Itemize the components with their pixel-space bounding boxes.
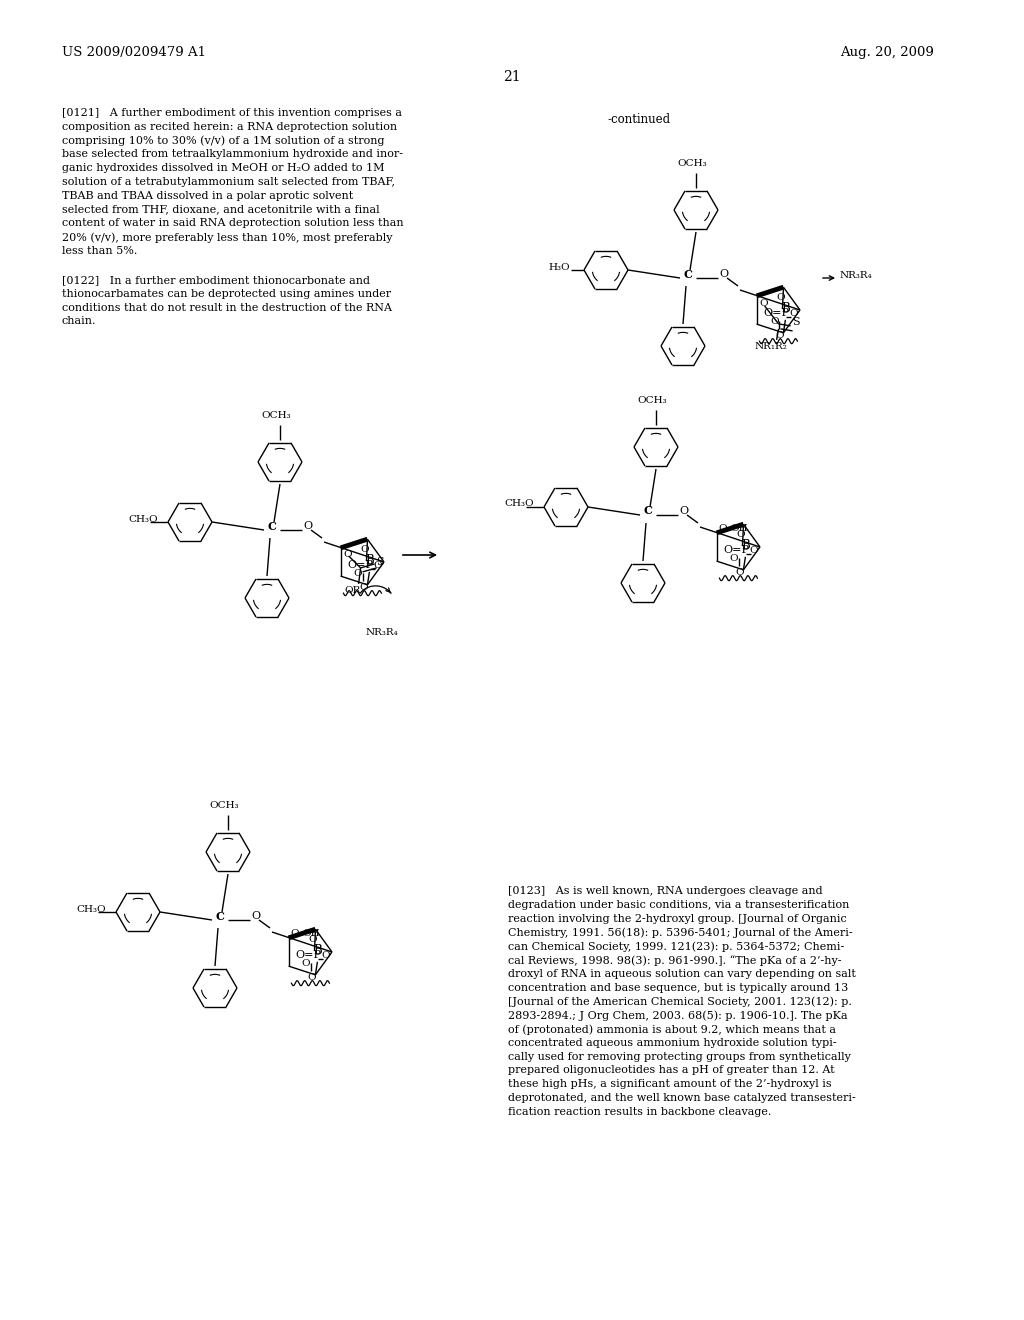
Text: O=P: O=P	[295, 950, 322, 960]
Text: selected from THF, dioxane, and acetonitrile with a final: selected from THF, dioxane, and acetonit…	[62, 205, 380, 215]
Text: O: O	[291, 929, 299, 939]
Text: OH: OH	[302, 929, 321, 939]
Text: less than 5%.: less than 5%.	[62, 246, 137, 256]
Text: CH₃O: CH₃O	[76, 904, 105, 913]
Text: O=P: O=P	[764, 308, 790, 318]
Text: O: O	[301, 958, 309, 968]
Text: O: O	[679, 506, 688, 516]
Text: B: B	[741, 539, 750, 552]
Text: comprising 10% to 30% (v/v) of a 1M solution of a strong: comprising 10% to 30% (v/v) of a 1M solu…	[62, 136, 384, 147]
Text: O: O	[775, 331, 783, 341]
Text: -continued: -continued	[608, 114, 671, 125]
Text: [0122]   In a further embodiment thionocarbonate and: [0122] In a further embodiment thionocar…	[62, 275, 370, 285]
Text: 2893-2894.; J Org Chem, 2003. 68(5): p. 1906-10.]. The pKa: 2893-2894.; J Org Chem, 2003. 68(5): p. …	[508, 1010, 848, 1020]
Text: O: O	[719, 524, 727, 533]
Text: B: B	[313, 944, 322, 957]
Text: O: O	[760, 298, 768, 308]
Text: degradation under basic conditions, via a transesterification: degradation under basic conditions, via …	[508, 900, 849, 909]
Text: C: C	[216, 911, 224, 921]
Text: O: O	[307, 973, 315, 982]
Text: O=P: O=P	[723, 545, 750, 556]
Text: O: O	[735, 568, 743, 577]
Text: O: O	[729, 554, 737, 562]
Text: concentrated aqueous ammonium hydroxide solution typi-: concentrated aqueous ammonium hydroxide …	[508, 1038, 837, 1048]
Text: cally used for removing protecting groups from synthetically: cally used for removing protecting group…	[508, 1052, 851, 1061]
Text: O: O	[790, 309, 798, 318]
Text: reaction involving the 2-hydroxyl group. [Journal of Organic: reaction involving the 2-hydroxyl group.…	[508, 913, 847, 924]
Text: US 2009/0209479 A1: US 2009/0209479 A1	[62, 46, 206, 59]
Text: NR₃R₄: NR₃R₄	[366, 628, 398, 636]
Text: droxyl of RNA in aqueous solution can vary depending on salt: droxyl of RNA in aqueous solution can va…	[508, 969, 856, 979]
Text: O: O	[736, 531, 744, 539]
Text: concentration and base sequence, but is typically around 13: concentration and base sequence, but is …	[508, 982, 848, 993]
Text: O: O	[770, 317, 778, 326]
Text: Chemistry, 1991. 56(18): p. 5396-5401; Journal of the Ameri-: Chemistry, 1991. 56(18): p. 5396-5401; J…	[508, 928, 853, 939]
Text: O: O	[303, 521, 312, 531]
Text: OCH₃: OCH₃	[677, 158, 707, 168]
Text: can Chemical Society, 1999. 121(23): p. 5364-5372; Chemi-: can Chemical Society, 1999. 121(23): p. …	[508, 941, 844, 952]
Text: CH₃O: CH₃O	[504, 499, 534, 508]
Text: O: O	[776, 293, 784, 302]
Text: solution of a tetrabutylammonium salt selected from TBAF,: solution of a tetrabutylammonium salt se…	[62, 177, 395, 187]
Text: OCH₃: OCH₃	[209, 801, 239, 810]
Text: S: S	[793, 317, 800, 327]
Text: O: O	[344, 550, 352, 558]
Text: C: C	[684, 268, 692, 280]
Text: O: O	[353, 569, 361, 578]
Text: CH₃O: CH₃O	[128, 515, 158, 524]
Text: chain.: chain.	[62, 317, 96, 326]
Text: OR: OR	[344, 586, 360, 595]
Text: cal Reviews, 1998. 98(3): p. 961-990.]. “The pKa of a 2’-hy-: cal Reviews, 1998. 98(3): p. 961-990.]. …	[508, 954, 842, 966]
Text: content of water in said RNA deprotection solution less than: content of water in said RNA deprotectio…	[62, 218, 403, 228]
Text: thionocarbamates can be deprotected using amines under: thionocarbamates can be deprotected usin…	[62, 289, 391, 298]
Text: Aug. 20, 2009: Aug. 20, 2009	[840, 46, 934, 59]
Text: S: S	[377, 557, 384, 566]
Text: 21: 21	[503, 70, 521, 84]
Text: O: O	[359, 583, 368, 593]
Text: of (protonated) ammonia is about 9.2, which means that a: of (protonated) ammonia is about 9.2, wh…	[508, 1024, 836, 1035]
Text: prepared oligonucleotides has a pH of greater than 12. At: prepared oligonucleotides has a pH of gr…	[508, 1065, 835, 1076]
Text: O: O	[750, 545, 758, 554]
Text: these high pHs, a significant amount of the 2’-hydroxyl is: these high pHs, a significant amount of …	[508, 1080, 831, 1089]
Text: NR₁R₂: NR₁R₂	[754, 342, 787, 351]
Text: [0121]   A further embodiment of this invention comprises a: [0121] A further embodiment of this inve…	[62, 108, 402, 117]
Text: C: C	[267, 520, 276, 532]
Text: [Journal of the American Chemical Society, 2001. 123(12): p.: [Journal of the American Chemical Societ…	[508, 997, 852, 1007]
Text: B: B	[781, 302, 790, 315]
Text: composition as recited herein: a RNA deprotection solution: composition as recited herein: a RNA dep…	[62, 121, 397, 132]
Text: base selected from tetraalkylammonium hydroxide and inor-: base selected from tetraalkylammonium hy…	[62, 149, 403, 160]
Text: O=P: O=P	[347, 560, 374, 570]
Text: OH: OH	[730, 524, 749, 533]
Text: [0123]   As is well known, RNA undergoes cleavage and: [0123] As is well known, RNA undergoes c…	[508, 886, 822, 896]
Text: TBAB and TBAA dissolved in a polar aprotic solvent: TBAB and TBAA dissolved in a polar aprot…	[62, 191, 353, 201]
Text: fication reaction results in backbone cleavage.: fication reaction results in backbone cl…	[508, 1106, 771, 1117]
Text: O: O	[308, 935, 316, 944]
Text: 20% (v/v), more preferably less than 10%, most preferably: 20% (v/v), more preferably less than 10%…	[62, 232, 392, 243]
Text: B: B	[365, 554, 374, 566]
Text: O: O	[719, 269, 728, 279]
Text: C: C	[643, 506, 652, 516]
Text: O: O	[360, 545, 369, 554]
Text: ganic hydroxides dissolved in MeOH or H₂O added to 1M: ganic hydroxides dissolved in MeOH or H₂…	[62, 164, 384, 173]
Text: O: O	[251, 911, 260, 921]
Text: O: O	[322, 950, 330, 960]
Text: deprotonated, and the well known base catalyzed transesteri-: deprotonated, and the well known base ca…	[508, 1093, 856, 1104]
Text: NR₃R₄: NR₃R₄	[840, 271, 872, 280]
Text: H₃O: H₃O	[548, 263, 569, 272]
Text: OCH₃: OCH₃	[637, 396, 667, 405]
Text: OCH₃: OCH₃	[261, 411, 291, 420]
Text: O: O	[374, 561, 382, 570]
Text: conditions that do not result in the destruction of the RNA: conditions that do not result in the des…	[62, 302, 392, 313]
